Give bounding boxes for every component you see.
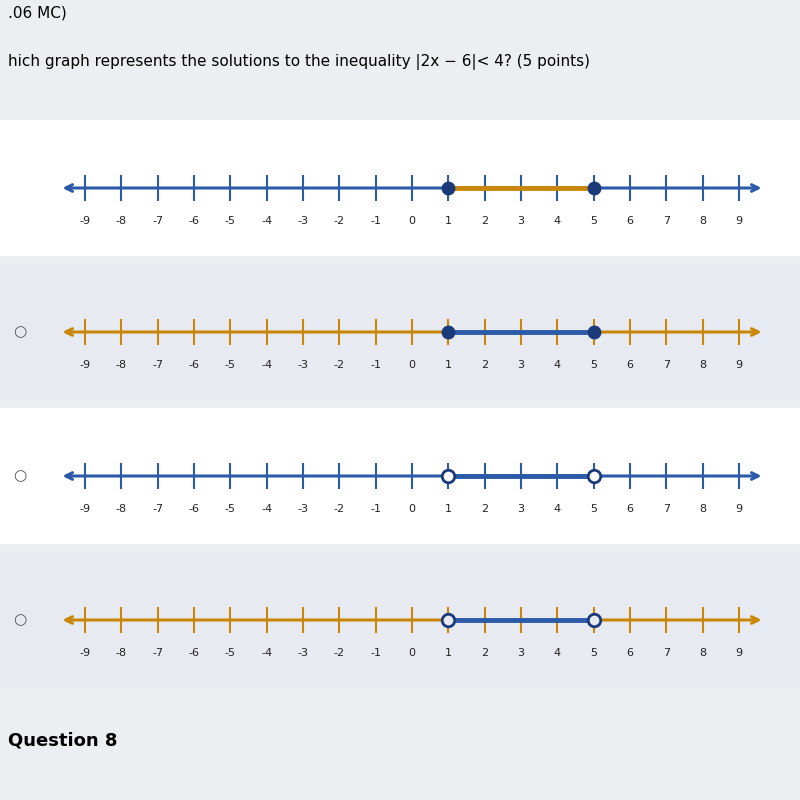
Text: -1: -1 — [370, 216, 381, 226]
Text: 2: 2 — [481, 648, 488, 658]
Text: -9: -9 — [79, 360, 90, 370]
Text: -3: -3 — [298, 360, 309, 370]
Text: -2: -2 — [334, 360, 345, 370]
Text: 2: 2 — [481, 216, 488, 226]
Text: -7: -7 — [152, 504, 163, 514]
Text: 9: 9 — [735, 648, 742, 658]
Text: 6: 6 — [626, 648, 634, 658]
Text: 0: 0 — [409, 504, 415, 514]
Text: -5: -5 — [225, 216, 236, 226]
Text: -8: -8 — [116, 648, 127, 658]
Text: -2: -2 — [334, 648, 345, 658]
Text: ○: ○ — [14, 613, 26, 627]
Text: 1: 1 — [445, 216, 452, 226]
Text: 5: 5 — [590, 360, 597, 370]
Text: -2: -2 — [334, 504, 345, 514]
Text: 3: 3 — [518, 216, 525, 226]
Text: ○: ○ — [14, 325, 26, 339]
Text: -2: -2 — [334, 216, 345, 226]
Text: 4: 4 — [554, 504, 561, 514]
Text: -9: -9 — [79, 216, 90, 226]
Text: 3: 3 — [518, 504, 525, 514]
Text: -7: -7 — [152, 216, 163, 226]
Text: -6: -6 — [189, 648, 199, 658]
Text: 4: 4 — [554, 216, 561, 226]
Text: 6: 6 — [626, 504, 634, 514]
Text: -9: -9 — [79, 648, 90, 658]
Text: 4: 4 — [554, 648, 561, 658]
Text: 9: 9 — [735, 216, 742, 226]
Text: 5: 5 — [590, 648, 597, 658]
Text: 6: 6 — [626, 216, 634, 226]
Text: -1: -1 — [370, 648, 381, 658]
Text: 1: 1 — [445, 360, 452, 370]
Text: -5: -5 — [225, 360, 236, 370]
Text: 0: 0 — [409, 216, 415, 226]
Text: -3: -3 — [298, 504, 309, 514]
Text: 3: 3 — [518, 360, 525, 370]
Text: 1: 1 — [445, 648, 452, 658]
Text: -4: -4 — [261, 360, 272, 370]
Text: 2: 2 — [481, 360, 488, 370]
Text: -6: -6 — [189, 360, 199, 370]
Text: -1: -1 — [370, 360, 381, 370]
Text: .06 MC): .06 MC) — [8, 6, 66, 21]
Text: Question 8: Question 8 — [8, 732, 118, 750]
Text: -6: -6 — [189, 216, 199, 226]
Text: -8: -8 — [116, 360, 127, 370]
Text: -7: -7 — [152, 360, 163, 370]
Text: 9: 9 — [735, 504, 742, 514]
Text: -9: -9 — [79, 504, 90, 514]
Text: 1: 1 — [445, 504, 452, 514]
Text: 7: 7 — [662, 648, 670, 658]
Text: -4: -4 — [261, 216, 272, 226]
Text: -5: -5 — [225, 504, 236, 514]
Text: -3: -3 — [298, 216, 309, 226]
Text: -8: -8 — [116, 216, 127, 226]
Text: ○: ○ — [14, 469, 26, 483]
Text: -8: -8 — [116, 504, 127, 514]
Text: 4: 4 — [554, 360, 561, 370]
Text: -5: -5 — [225, 648, 236, 658]
Text: hich graph represents the solutions to the inequality |2x − 6|< 4? (5 points): hich graph represents the solutions to t… — [8, 54, 590, 70]
Text: 9: 9 — [735, 360, 742, 370]
Text: -6: -6 — [189, 504, 199, 514]
Text: 3: 3 — [518, 648, 525, 658]
Text: 7: 7 — [662, 360, 670, 370]
Text: 8: 8 — [699, 504, 706, 514]
Text: 8: 8 — [699, 216, 706, 226]
Text: -1: -1 — [370, 504, 381, 514]
Text: 8: 8 — [699, 360, 706, 370]
Text: 5: 5 — [590, 216, 597, 226]
Text: 8: 8 — [699, 648, 706, 658]
Text: 2: 2 — [481, 504, 488, 514]
Text: 7: 7 — [662, 504, 670, 514]
Text: 7: 7 — [662, 216, 670, 226]
Text: 6: 6 — [626, 360, 634, 370]
Text: 0: 0 — [409, 648, 415, 658]
Text: -4: -4 — [261, 504, 272, 514]
Text: -4: -4 — [261, 648, 272, 658]
Text: 5: 5 — [590, 504, 597, 514]
Text: 0: 0 — [409, 360, 415, 370]
Text: -3: -3 — [298, 648, 309, 658]
Text: -7: -7 — [152, 648, 163, 658]
